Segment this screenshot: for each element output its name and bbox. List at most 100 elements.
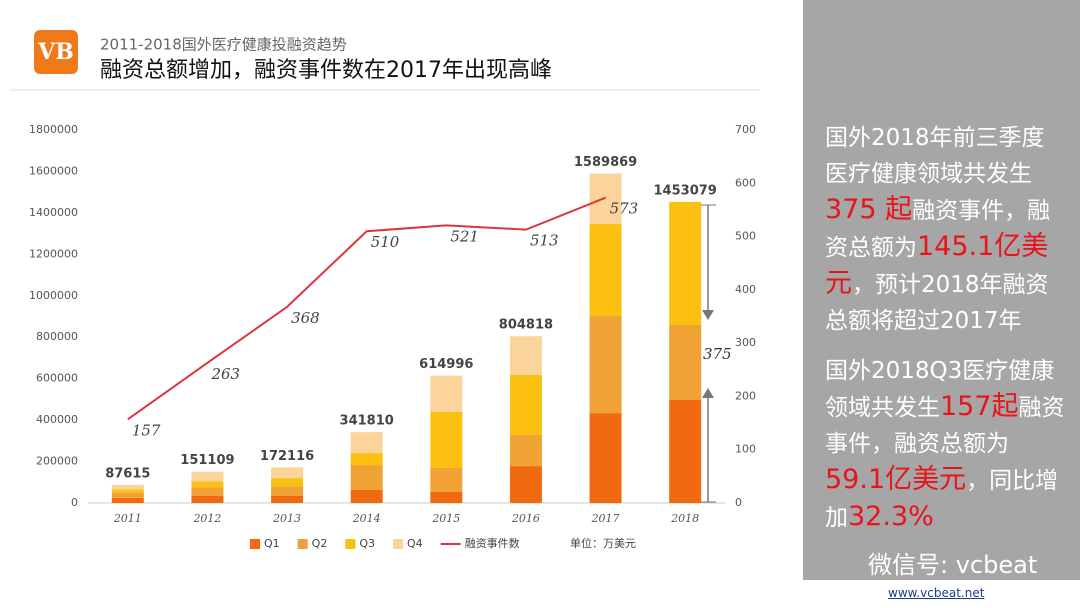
legend-swatch bbox=[297, 539, 308, 549]
annotation: 375 bbox=[703, 345, 732, 363]
x-tick-label: 2015 bbox=[431, 512, 460, 525]
line-label: 573 bbox=[610, 200, 639, 218]
x-tick-label: 2017 bbox=[591, 512, 620, 525]
bar-segment bbox=[111, 497, 144, 503]
total-label: 151109 bbox=[180, 453, 234, 468]
legend-label: Q2 bbox=[312, 537, 328, 550]
legend-swatch bbox=[250, 539, 260, 549]
bar-segment bbox=[430, 492, 463, 503]
watermark: 微信号: vcbeat bbox=[868, 551, 1038, 579]
y-tick-label: 1000000 bbox=[29, 289, 78, 302]
line-label: 513 bbox=[530, 232, 559, 250]
bar-segment bbox=[111, 484, 144, 490]
text: 融资事件，融资总额为 bbox=[825, 198, 1051, 261]
bar-segment bbox=[191, 471, 224, 482]
highlight: 32.3% bbox=[848, 501, 934, 532]
chart: VB 2011-2018国外医疗健康投融资趋势 融资总额增加，融资事件数在201… bbox=[10, 30, 760, 550]
paragraph: 国外2018年前三季度医疗健康领域共发生 375 起融资事件，融资总额为145.1… bbox=[825, 120, 1066, 339]
y-tick-label: 400000 bbox=[36, 413, 78, 426]
bar-segment bbox=[589, 413, 622, 503]
line-label: 157 bbox=[132, 421, 161, 439]
y-tick-label: 1600000 bbox=[29, 164, 78, 177]
bar-segment bbox=[669, 400, 702, 503]
legend-label: Q3 bbox=[359, 537, 375, 550]
x-tick-label: 2018 bbox=[670, 512, 699, 525]
arrow-head bbox=[702, 388, 714, 398]
y-tick-label: 800000 bbox=[36, 330, 78, 343]
bar-segment bbox=[669, 324, 702, 401]
unit: 单位：万美元 bbox=[570, 536, 636, 550]
y2-tick-label: 100 bbox=[735, 443, 756, 456]
logo-box bbox=[34, 30, 78, 74]
x-tick-label: 2011 bbox=[113, 512, 142, 525]
y2-tick-label: 700 bbox=[735, 123, 756, 136]
line-label: 521 bbox=[450, 227, 479, 245]
bar-segment bbox=[430, 467, 463, 493]
highlight: 145.1亿美元 bbox=[825, 231, 1049, 299]
y2-tick-label: 0 bbox=[735, 496, 742, 509]
paragraph: 国外2018Q3医疗健康领域共发生157起融资事件，融资总额为 59.1亿美元，同… bbox=[825, 353, 1066, 536]
title: 融资总额增加，融资事件数在2017年出现高峰 bbox=[100, 58, 552, 83]
bar-segment bbox=[191, 487, 224, 496]
y-tick-label: 600000 bbox=[36, 372, 78, 385]
bar-segment bbox=[191, 481, 224, 488]
y2-tick-label: 500 bbox=[735, 230, 756, 243]
bar-segment bbox=[669, 201, 702, 325]
legend-label: 融资事件数 bbox=[465, 537, 520, 550]
y-tick-label: 200000 bbox=[36, 455, 78, 468]
bar-segment bbox=[191, 495, 224, 503]
bar-segment bbox=[509, 435, 542, 467]
bar-segment bbox=[350, 432, 383, 454]
x-tick-label: 2016 bbox=[511, 512, 540, 525]
bar-segment bbox=[350, 489, 383, 503]
highlight: 375 起 bbox=[825, 194, 913, 225]
total-label: 1589869 bbox=[574, 155, 637, 170]
total-label: 1453079 bbox=[654, 183, 717, 198]
line-label: 368 bbox=[291, 309, 320, 327]
legend-label: Q1 bbox=[264, 537, 280, 550]
highlight: 59.1亿美元 bbox=[825, 464, 967, 495]
bar-segment bbox=[430, 375, 463, 413]
total-label: 341810 bbox=[340, 414, 394, 429]
sidebar: 国外2018年前三季度医疗健康领域共发生375 起融资事件，融资总额为145.1… bbox=[803, 0, 1080, 580]
bar-segment bbox=[350, 453, 383, 466]
bar-segment bbox=[350, 465, 383, 490]
bar-segment bbox=[509, 466, 542, 503]
bar-segment bbox=[271, 495, 304, 503]
y2-tick-label: 600 bbox=[735, 176, 756, 189]
legend-label: Q4 bbox=[407, 537, 423, 550]
y2-tick-label: 300 bbox=[735, 336, 756, 349]
total-label: 614996 bbox=[419, 357, 473, 372]
y-tick-label: 1200000 bbox=[29, 247, 78, 260]
arrow-head bbox=[702, 310, 714, 320]
bar-segment bbox=[509, 374, 542, 436]
x-tick-label: 2012 bbox=[192, 512, 221, 525]
bar-segment bbox=[589, 224, 622, 317]
footer-link: www.vcbeat.net bbox=[888, 586, 985, 600]
y2-tick-label: 400 bbox=[735, 283, 756, 296]
text: 国外2018Q3医疗健康领域共发生 bbox=[825, 358, 1055, 421]
bar-segment bbox=[271, 478, 304, 487]
line-label: 263 bbox=[210, 365, 240, 383]
total-label: 172116 bbox=[260, 449, 314, 464]
bar-segment bbox=[111, 492, 144, 498]
total-label: 804818 bbox=[499, 318, 553, 333]
bar-segment bbox=[509, 336, 542, 375]
text: ，预计2018年融资总额将超过2017年 bbox=[825, 272, 1049, 334]
bar-segment bbox=[271, 486, 304, 496]
y-tick-label: 1800000 bbox=[29, 123, 78, 136]
bar-segment bbox=[589, 316, 622, 414]
subtitle: 2011-2018国外医疗健康投融资趋势 bbox=[100, 36, 347, 54]
y2-tick-label: 200 bbox=[735, 389, 756, 402]
line bbox=[127, 196, 606, 421]
y-tick-label: 1400000 bbox=[29, 206, 78, 219]
legend-swatch bbox=[393, 539, 404, 549]
text: ，同比增加 bbox=[825, 468, 1059, 531]
x-tick-label: 2013 bbox=[272, 512, 301, 525]
text: 国外2018年前三季度医疗健康领域共发生 bbox=[825, 125, 1045, 187]
text: 融资事件，融资总额为 bbox=[825, 395, 1065, 457]
legend-swatch bbox=[345, 539, 356, 549]
total-label: 87615 bbox=[105, 466, 150, 481]
bar-segment bbox=[111, 489, 144, 493]
